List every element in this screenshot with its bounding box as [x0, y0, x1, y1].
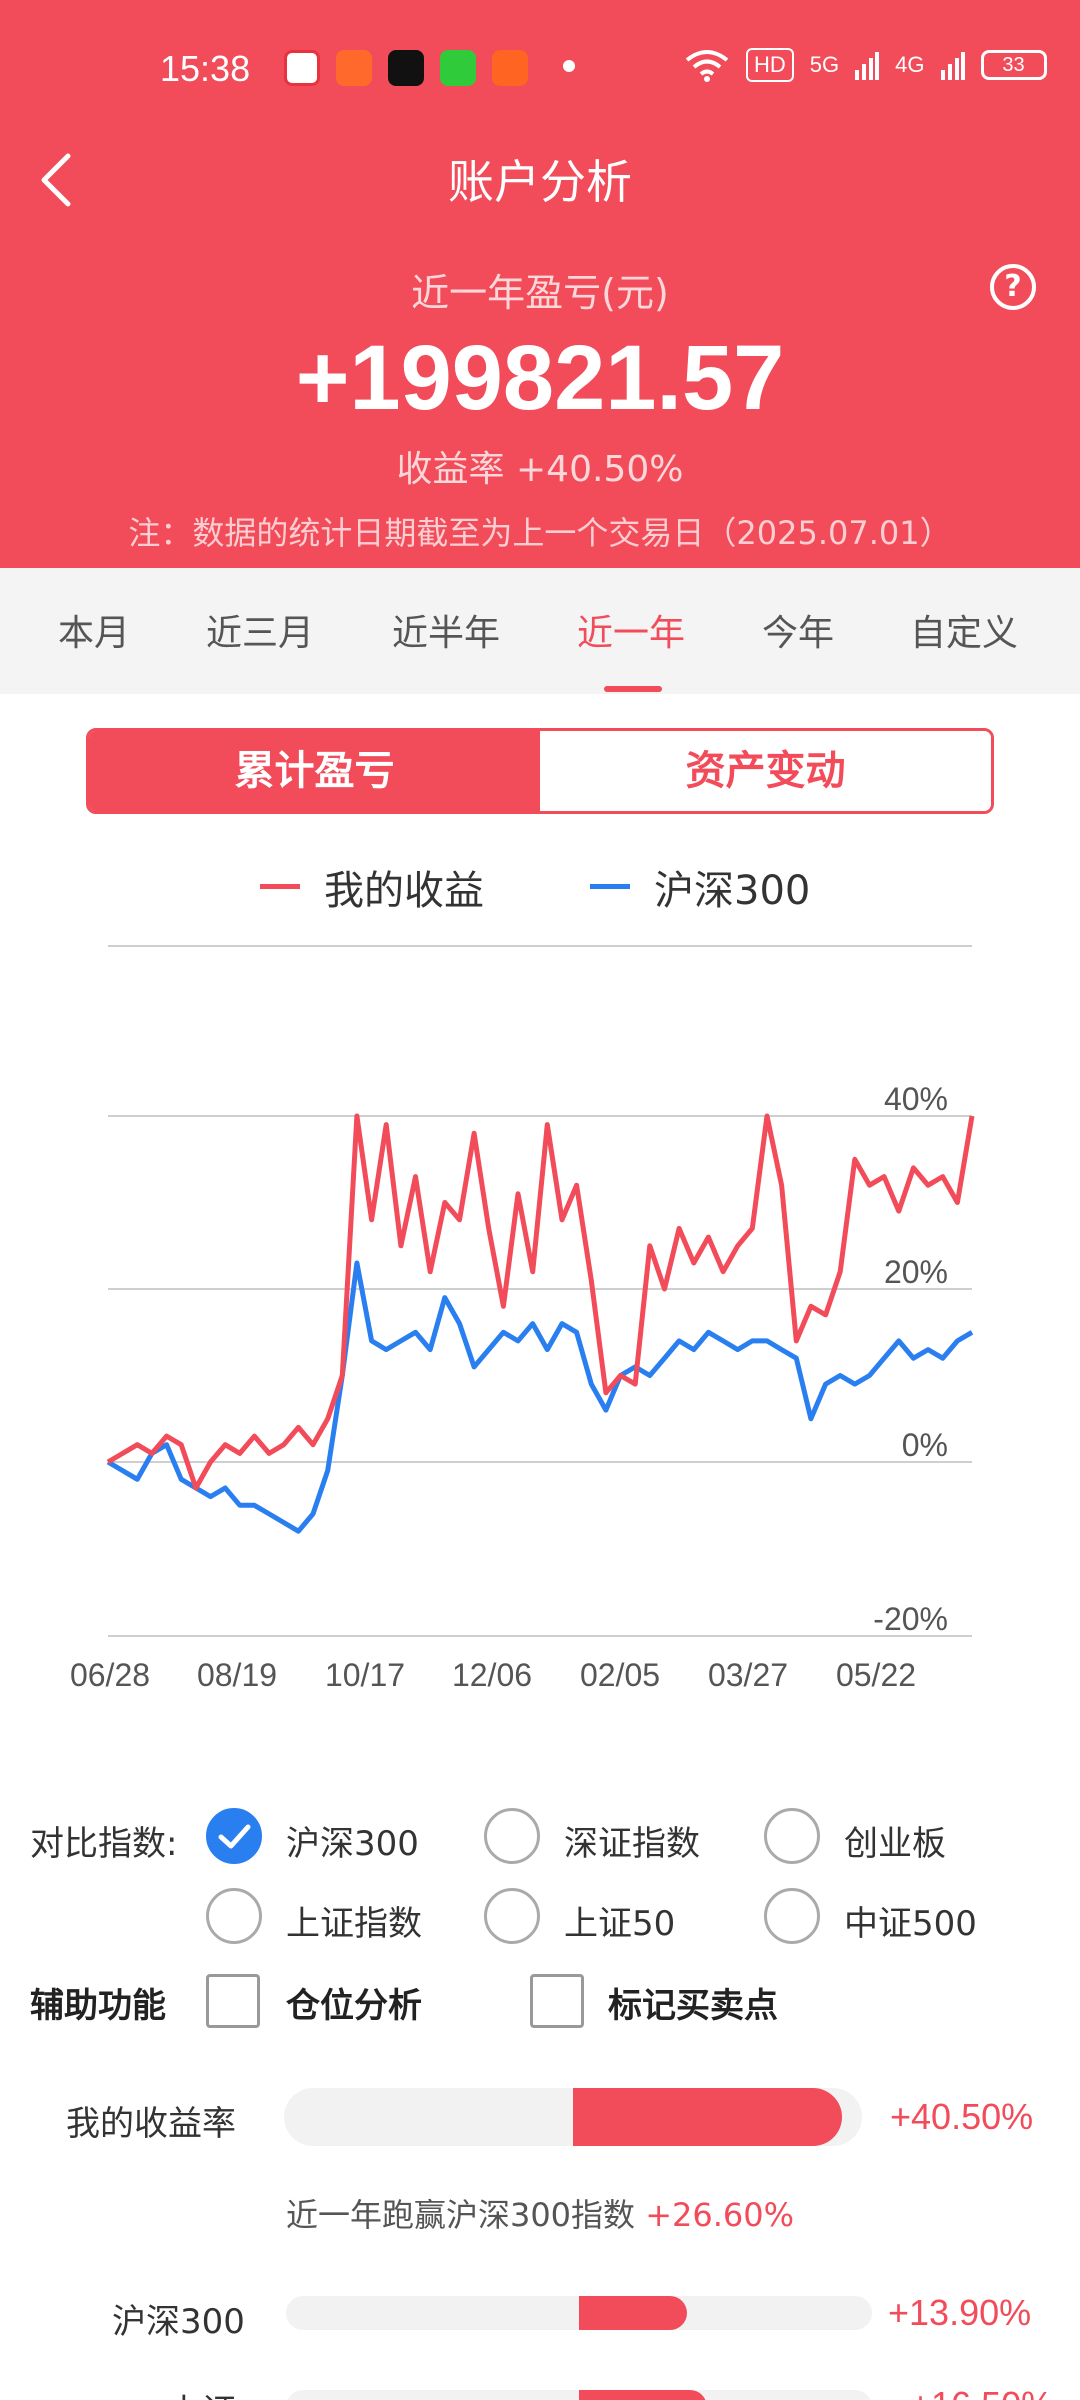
y-tick-label: 40% — [884, 1081, 948, 1117]
nav-bar: 账户分析 — [0, 140, 1080, 220]
aux-label: 辅助功能 — [30, 1986, 166, 2026]
chart-mode-toggle: 累计盈亏 资产变动 — [86, 728, 994, 814]
radio-label-sz50[interactable]: 上证50 — [564, 1904, 676, 1944]
my-return-bar-fill — [573, 2088, 843, 2146]
my-return-bar — [284, 2088, 862, 2146]
battery-icon: 33 — [980, 50, 1047, 80]
status-dot — [563, 60, 575, 72]
x-tick-label: 06/28 — [70, 1657, 150, 1693]
next-return-bar — [286, 2390, 872, 2400]
radio-label-szzs[interactable]: 深证指数 — [564, 1824, 700, 1864]
legend-index: 沪深300 — [654, 868, 811, 914]
compare-index-label: 对比指数: — [30, 1824, 178, 1864]
news-app-icon — [284, 50, 320, 86]
radio-label-shzs[interactable]: 上证指数 — [286, 1904, 422, 1944]
tab-three-months[interactable]: 近三月 — [206, 613, 315, 654]
index-return-value: +13.90% — [888, 2292, 1032, 2333]
signal-5g: 5G — [809, 52, 840, 77]
index-return-bar-fill — [579, 2296, 687, 2330]
legend-swatch-mine — [260, 884, 300, 889]
header: 15:38 HD 5G 4G — [0, 0, 1080, 568]
video-app-icon — [336, 50, 372, 86]
notification-icons — [284, 50, 528, 86]
tab-this-month[interactable]: 本月 — [58, 613, 131, 654]
series-line-index — [106, 1260, 974, 1534]
profit-value: +199821.57 — [295, 327, 785, 429]
cumulative-pnl-button[interactable]: 累计盈亏 — [89, 731, 540, 811]
status-time: 15:38 — [160, 48, 251, 89]
return-rate: 收益率 +40.50% — [0, 440, 1080, 492]
help-icon[interactable]: ? — [990, 264, 1036, 310]
profit-chart[interactable]: 40% 20% 0% -20% 06/28 08/19 10/17 12/06 02/05 03/… — [0, 930, 1080, 1710]
my-return-value: +40.50% — [890, 2096, 1034, 2137]
x-tick-label: 12/06 — [452, 1657, 532, 1693]
tab-one-year[interactable]: 近一年 — [577, 613, 686, 654]
signal-4g: 4G — [895, 52, 925, 77]
signal-bars-icon — [855, 52, 880, 80]
y-tick-label: -20% — [873, 1601, 948, 1637]
orange-app-icon — [492, 50, 528, 86]
x-tick-label: 02/05 — [580, 1657, 660, 1693]
chart-legend: 我的收益 沪深300 — [0, 852, 1080, 914]
x-tick-label: 03/27 — [708, 1657, 788, 1693]
beat-label: 近一年跑赢沪深300指数 — [285, 2196, 636, 2234]
beat-index-text: 近一年跑赢沪深300指数 +26.60% — [0, 2190, 1080, 2236]
y-tick-label: 0% — [902, 1427, 948, 1463]
status-bar: 15:38 HD 5G 4G — [0, 0, 1080, 140]
checkbox-label-mark-trades[interactable]: 标记买卖点 — [608, 1986, 778, 2026]
tiktok-icon — [388, 50, 424, 86]
data-note: 注：数据的统计日期截至为上一个交易日（2025.07.01） — [128, 514, 952, 552]
tab-indicator — [604, 686, 662, 692]
signal-bars-icon-2 — [940, 52, 965, 80]
checkbox-mark-trades[interactable] — [530, 1974, 584, 2028]
tab-this-year[interactable]: 今年 — [762, 613, 835, 654]
back-button[interactable] — [30, 150, 90, 210]
check-icon — [218, 1824, 251, 1849]
period-tabs: 本月 近三月 近半年 近一年 今年 自定义 — [0, 568, 1080, 694]
radio-shzs[interactable] — [206, 1888, 262, 1944]
radio-zz500[interactable] — [764, 1888, 820, 1944]
radio-hs300[interactable] — [206, 1808, 262, 1864]
legend-swatch-index — [590, 884, 630, 889]
index-return-label: 沪深300 — [112, 2302, 245, 2342]
my-return-label: 我的收益率 — [66, 2104, 236, 2144]
return-rate-value: +40.50% — [516, 449, 684, 490]
next-return-value: +16.50% — [910, 2384, 1053, 2400]
y-tick-label: 20% — [884, 1254, 948, 1290]
radio-label-hs300[interactable]: 沪深300 — [286, 1824, 419, 1864]
checkbox-label-position-analysis[interactable]: 仓位分析 — [286, 1986, 422, 2026]
wifi-icon — [685, 50, 729, 82]
status-indicators: HD 5G 4G 33 — [684, 48, 1047, 82]
radio-label-zz500[interactable]: 中证500 — [844, 1904, 977, 1944]
radio-szzs[interactable] — [484, 1808, 540, 1864]
legend-mine: 我的收益 — [324, 868, 484, 914]
beat-value: +26.60% — [645, 2196, 795, 2234]
return-rate-label: 收益率 — [396, 449, 505, 490]
green-app-icon — [440, 50, 476, 86]
asset-change-button[interactable]: 资产变动 — [540, 731, 991, 811]
radio-cyb[interactable] — [764, 1808, 820, 1864]
chevron-left-icon — [41, 153, 71, 207]
x-tick-label: 10/17 — [325, 1657, 405, 1693]
tab-custom[interactable]: 自定义 — [910, 613, 1019, 654]
index-return-bar — [286, 2296, 872, 2330]
series-line-mine — [106, 1113, 975, 1491]
radio-label-cyb[interactable]: 创业板 — [844, 1824, 946, 1864]
checkbox-position-analysis[interactable] — [206, 1974, 260, 2028]
battery-level: 33 — [1002, 53, 1025, 76]
next-return-bar-fill — [579, 2390, 707, 2400]
radio-sz50[interactable] — [484, 1888, 540, 1944]
profit-label: 近一年盈亏(元) — [411, 271, 669, 315]
x-tick-label: 05/22 — [836, 1657, 916, 1693]
tab-half-year[interactable]: 近半年 — [392, 613, 501, 654]
next-return-label: 上证 — [168, 2384, 236, 2400]
x-tick-label: 08/19 — [197, 1657, 277, 1693]
hd-badge: HD — [746, 48, 794, 82]
page-title: 账户分析 — [448, 155, 632, 209]
